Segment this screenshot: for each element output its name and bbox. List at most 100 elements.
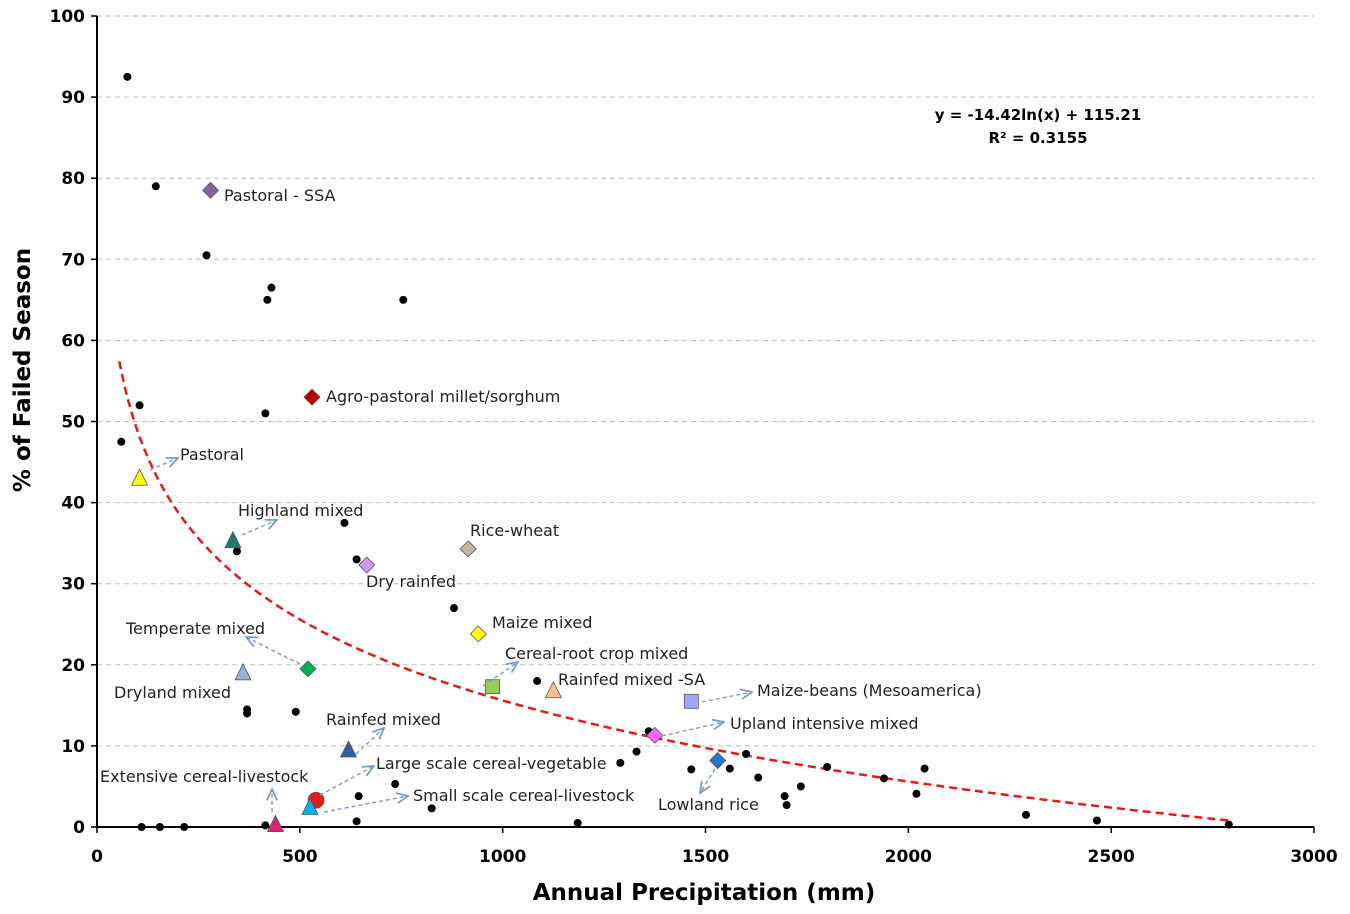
data-point <box>449 604 458 613</box>
y-axis-title: % of Failed Season <box>10 248 36 492</box>
system-markers <box>130 181 727 832</box>
system-marker-triangle <box>339 740 358 758</box>
data-point <box>155 823 164 831</box>
system-marker-diamond <box>303 388 321 406</box>
y-ticks: 0 10 20 30 40 50 60 70 80 90 100 <box>50 7 97 838</box>
data-point <box>243 709 252 718</box>
system-label: Pastoral - SSA <box>224 186 336 205</box>
data-point <box>202 251 211 260</box>
data-point <box>263 295 272 304</box>
annotation-arrow <box>661 722 724 737</box>
data-point <box>354 792 363 801</box>
system-label: Rice-wheat <box>470 521 559 540</box>
system-labels: Pastoral - SSA Agro-pastoral millet/sorgh… <box>100 186 982 814</box>
system-marker-diamond <box>299 660 317 678</box>
data-point <box>533 677 542 686</box>
annotation-arrow <box>700 768 716 793</box>
data-point <box>879 774 888 783</box>
data-point <box>267 283 276 292</box>
annotation-arrow <box>355 728 384 755</box>
system-marker-diamond <box>469 625 487 643</box>
x-tick-label: 2500 <box>1088 847 1135 867</box>
data-point <box>399 295 408 304</box>
trendline-equation: y = -14.42ln(x) + 115.21 <box>935 106 1142 124</box>
data-point <box>1224 820 1233 829</box>
grid <box>97 15 1314 747</box>
system-marker-square <box>485 679 500 695</box>
y-tick-label: 50 <box>61 413 85 433</box>
x-axis-title: Annual Precipitation (mm) <box>533 880 876 906</box>
x-tick-label: 3000 <box>1290 847 1337 867</box>
annotation-arrow <box>149 458 178 471</box>
system-label: Extensive cereal-livestock <box>100 767 309 786</box>
trendline-curve <box>118 361 1231 822</box>
system-marker-triangle <box>234 663 252 681</box>
data-point <box>232 547 241 556</box>
y-tick-label: 10 <box>61 737 85 757</box>
data-point <box>920 764 929 773</box>
annotation-arrow <box>323 796 408 813</box>
system-marker-diamond <box>709 751 727 770</box>
y-tick-label: 20 <box>61 656 85 676</box>
annotation-arrow <box>482 662 518 687</box>
system-label: Maize mixed <box>492 613 592 632</box>
x-ticks: 0 500 1000 1500 2000 2500 3000 <box>91 827 1338 867</box>
data-point <box>261 409 270 418</box>
data-point <box>780 792 789 801</box>
system-label: Dryland mixed <box>114 683 231 702</box>
data-point <box>352 555 361 564</box>
data-point <box>352 817 361 826</box>
annotation-arrow <box>246 637 301 665</box>
system-label: Small scale cereal-livestock <box>413 786 635 805</box>
y-tick-label: 30 <box>61 575 85 595</box>
data-point <box>912 789 921 798</box>
x-tick-label: 1000 <box>479 847 526 867</box>
data-point <box>616 758 625 767</box>
y-tick-label: 90 <box>61 88 85 108</box>
system-marker-diamond <box>646 726 664 744</box>
data-point <box>137 823 146 831</box>
data-point <box>754 773 763 782</box>
system-marker-diamond <box>459 540 477 558</box>
data-point <box>123 72 132 81</box>
annotation-arrow <box>701 692 752 703</box>
data-point <box>632 747 641 756</box>
system-label: Rainfed mixed -SA <box>558 670 705 689</box>
data-point <box>117 437 126 446</box>
system-marker-square <box>683 693 699 709</box>
system-label: Rainfed mixed <box>326 710 441 729</box>
annotation-arrow <box>319 766 374 796</box>
system-label: Pastoral <box>180 445 244 464</box>
annotation-arrow <box>241 520 277 536</box>
data-point <box>291 707 300 716</box>
data-point <box>427 804 436 813</box>
system-label: Agro-pastoral millet/sorghum <box>326 387 560 406</box>
x-tick-label: 0 <box>91 847 103 867</box>
y-tick-label: 60 <box>61 331 85 351</box>
x-tick-label: 1500 <box>682 847 729 867</box>
data-point <box>151 182 160 191</box>
system-marker-triangle <box>544 680 563 699</box>
y-tick-label: 40 <box>61 494 85 514</box>
y-tick-label: 70 <box>61 250 85 270</box>
data-point <box>782 801 791 810</box>
y-tick-label: 100 <box>50 7 86 27</box>
x-tick-label: 2000 <box>885 847 932 867</box>
annotation-arrows <box>149 458 752 813</box>
y-tick-label: 80 <box>61 169 85 189</box>
y-tick-label: 0 <box>73 818 85 838</box>
data-point <box>1021 810 1030 819</box>
trendline <box>118 361 1231 822</box>
data-point <box>823 762 832 771</box>
data-point <box>1092 816 1101 825</box>
data-point <box>573 818 582 827</box>
system-label: Maize-beans (Mesoamerica) <box>757 681 982 700</box>
system-label: Highland mixed <box>238 501 363 520</box>
system-label: Upland intensive mixed <box>730 714 919 733</box>
x-tick-label: 500 <box>282 847 318 867</box>
system-marker-diamond <box>202 181 220 199</box>
system-label: Large scale cereal-vegetable <box>376 754 607 773</box>
data-point <box>725 764 734 773</box>
